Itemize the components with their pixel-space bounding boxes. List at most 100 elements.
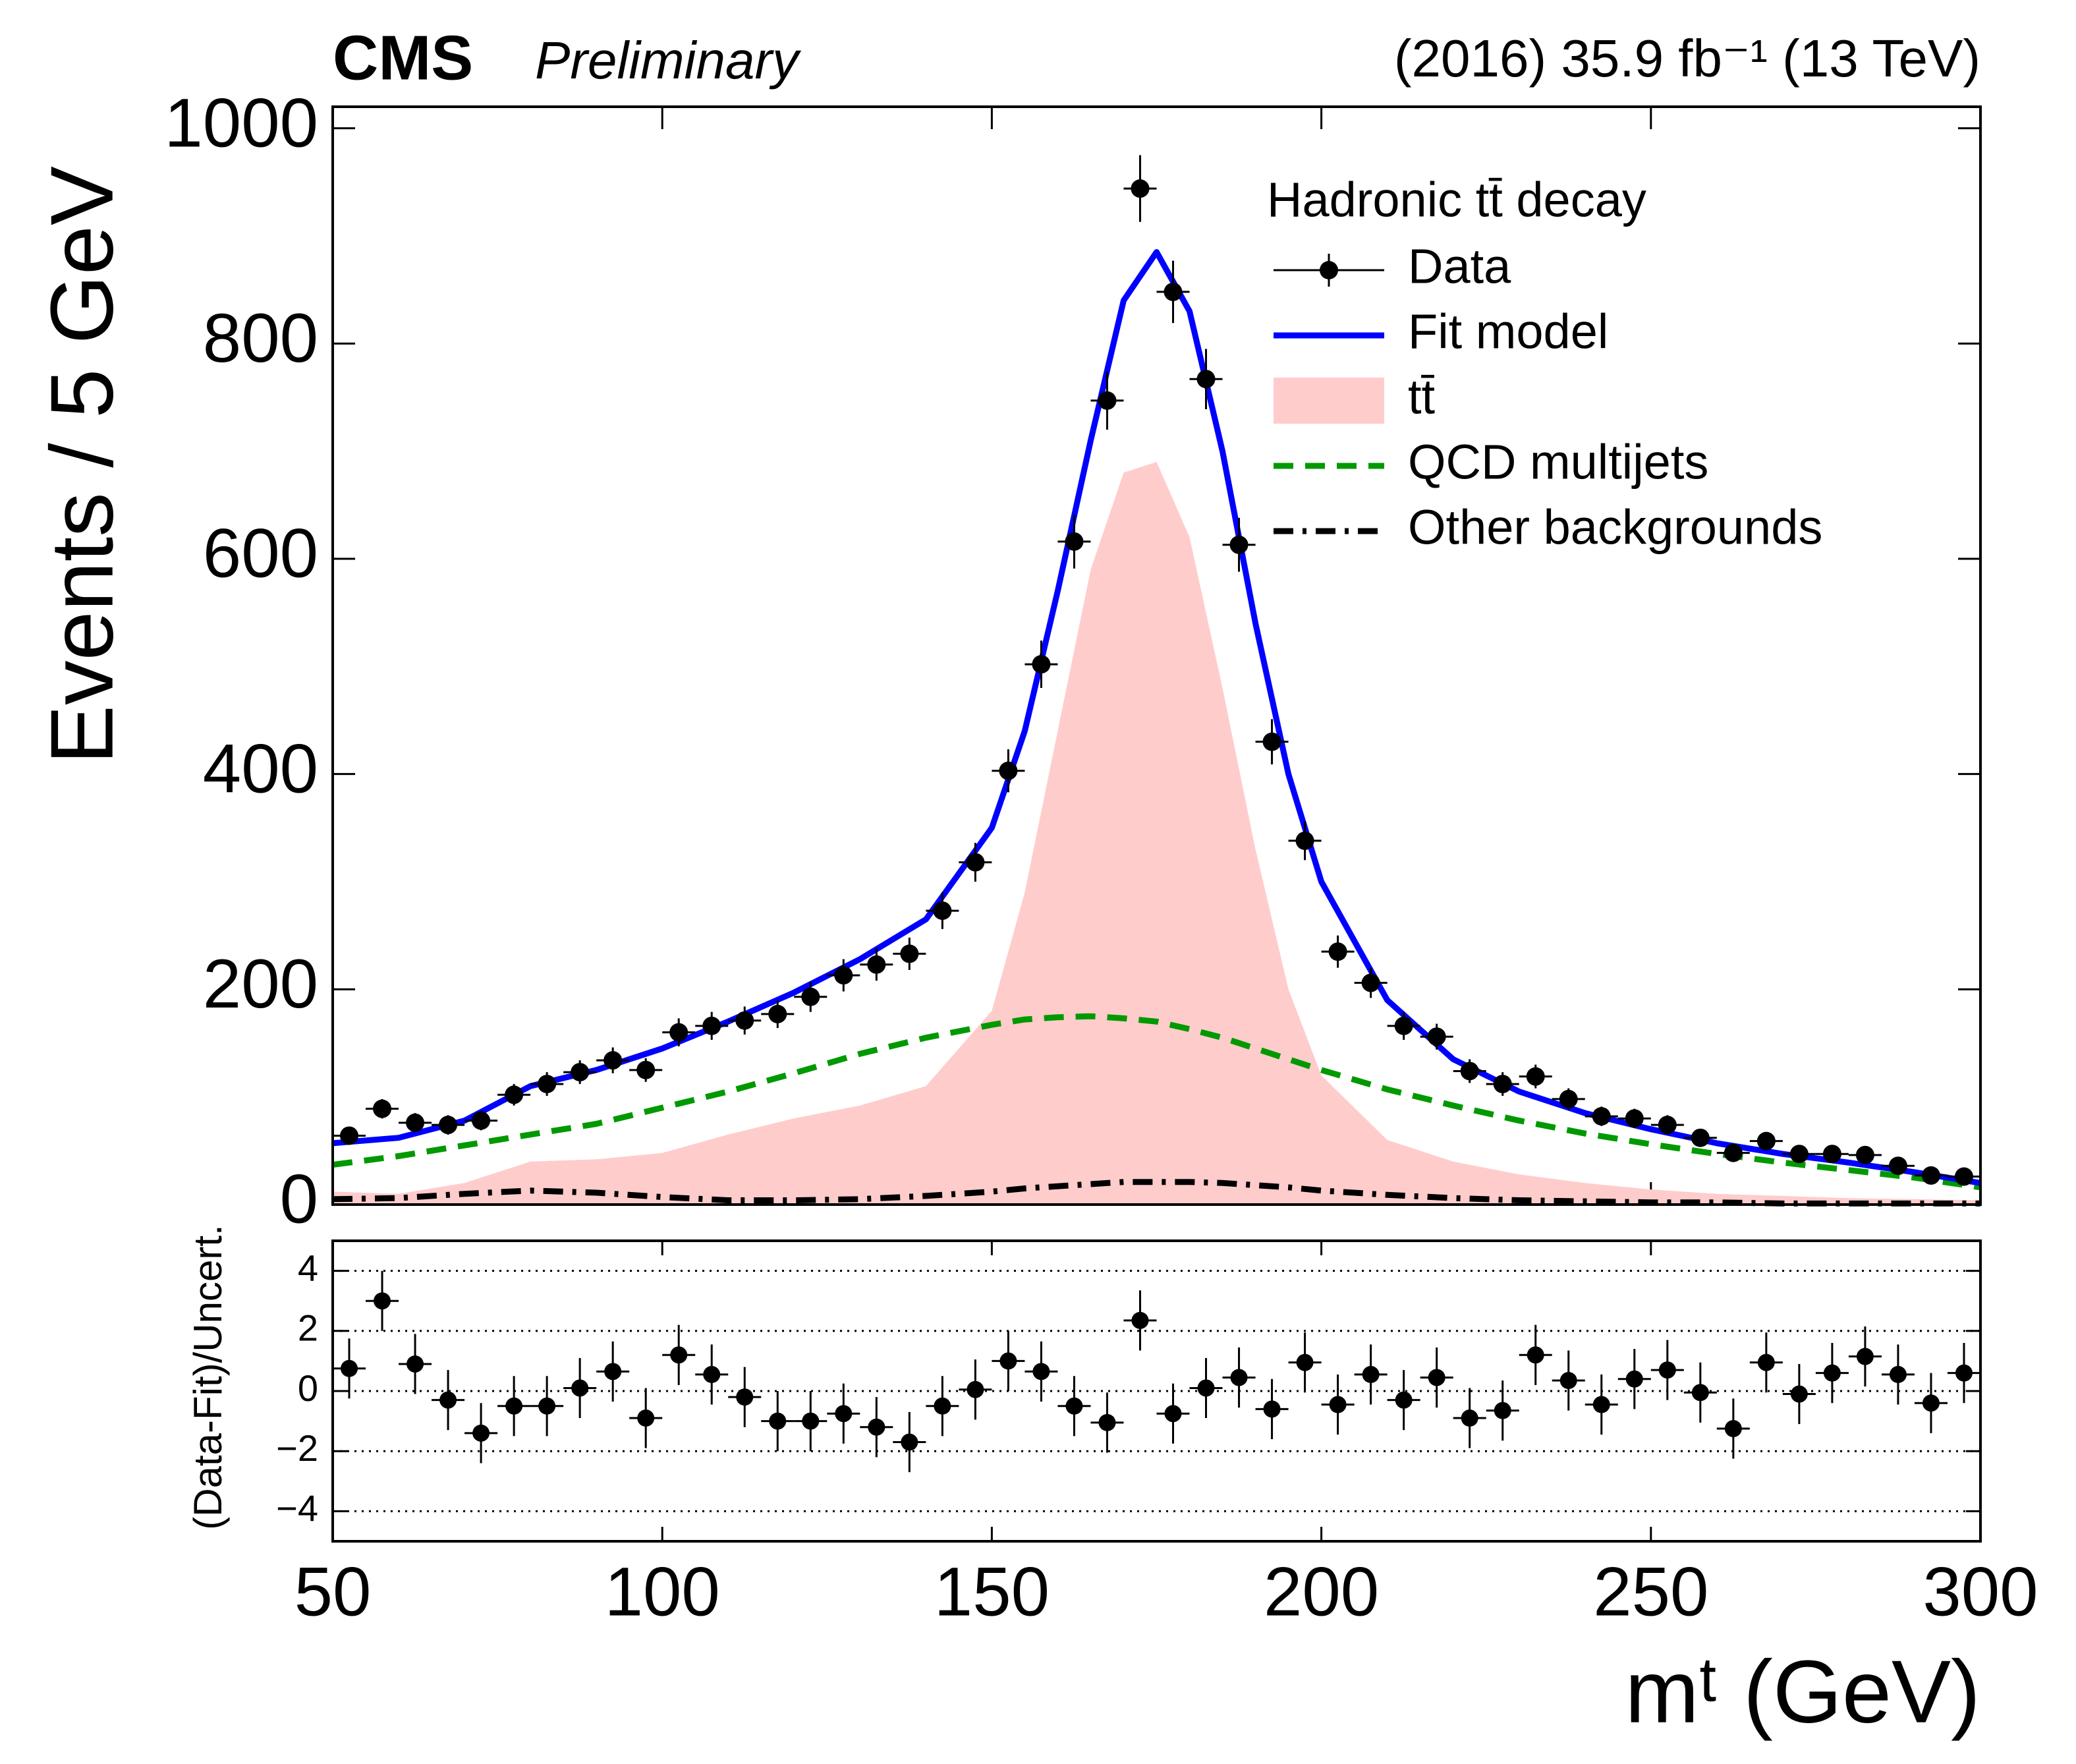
data-point <box>1625 1370 1643 1388</box>
data-point <box>1428 1369 1445 1386</box>
data-point <box>1954 1167 1973 1186</box>
data-point <box>1756 1131 1776 1151</box>
data-point <box>1427 1027 1446 1046</box>
plot-frame <box>331 105 1982 1206</box>
data-point <box>603 1051 623 1070</box>
data-point <box>538 1075 557 1094</box>
data-point <box>406 1113 425 1132</box>
data-point <box>1691 1128 1710 1147</box>
y-tick-label: 0 <box>280 1161 318 1238</box>
data-point <box>1658 1116 1677 1135</box>
data-point <box>1757 1353 1775 1371</box>
data-point <box>1065 1397 1083 1415</box>
data-point <box>1065 532 1084 551</box>
legend-title: Hadronic tt̄ decay <box>1267 173 1646 227</box>
lumi-annotation: (2016) 35.9 fb⁻¹ (13 TeV) <box>1394 29 1980 88</box>
data-point <box>802 1412 820 1430</box>
y-axis-title: Events / 5 GeV <box>32 166 132 764</box>
data-point <box>1131 179 1150 198</box>
data-point <box>636 1060 656 1079</box>
data-point <box>1493 1075 1512 1094</box>
data-point <box>1032 655 1051 674</box>
data-point <box>834 966 853 985</box>
x-tick-label: 100 <box>605 1554 720 1631</box>
data-point <box>1229 535 1248 554</box>
data-point <box>1196 370 1216 389</box>
data-point <box>868 1418 885 1436</box>
data-point <box>571 1379 589 1397</box>
data-point <box>1032 1363 1050 1380</box>
data-point <box>702 1016 721 1035</box>
data-point <box>1197 1379 1215 1397</box>
y-tick-label: 200 <box>203 946 318 1023</box>
data-point <box>604 1363 622 1380</box>
legend-label: Other backgrounds <box>1408 500 1822 555</box>
data-point <box>340 1126 359 1145</box>
line <box>332 249 1981 1186</box>
data-point <box>1098 391 1117 410</box>
legend-symbol <box>1320 261 1338 279</box>
data-point <box>1724 1143 1743 1162</box>
data-point <box>1295 831 1314 850</box>
data-point <box>703 1365 721 1383</box>
data-point <box>472 1111 491 1130</box>
legend-label: tt̄ <box>1408 370 1436 424</box>
data-point <box>1790 1385 1808 1403</box>
data-point <box>1592 1107 1611 1126</box>
data-point <box>1361 973 1380 992</box>
data-point <box>1263 1400 1281 1418</box>
line <box>332 1013 1981 1191</box>
x-tick-label: 200 <box>1264 1554 1379 1631</box>
data-point <box>1230 1369 1248 1386</box>
y-tick-label: 1000 <box>164 84 318 161</box>
data-point <box>1394 1016 1413 1035</box>
data-point <box>1823 1364 1841 1382</box>
data-point <box>538 1397 556 1415</box>
data-point <box>505 1397 523 1415</box>
data-point <box>1526 1067 1545 1086</box>
data-point <box>867 955 886 974</box>
chart-title: CMS <box>333 22 473 93</box>
data-point <box>1328 942 1347 961</box>
data-point <box>373 1099 392 1118</box>
data-point <box>1494 1402 1511 1419</box>
data-point <box>669 1023 688 1042</box>
legend-label: Data <box>1408 239 1511 294</box>
data-point <box>1789 1145 1809 1164</box>
y-tick-label: 4 <box>298 1247 318 1288</box>
data-point <box>1922 1394 1940 1412</box>
data-point <box>374 1292 391 1310</box>
data-point <box>1889 1365 1907 1383</box>
data-point <box>735 1011 754 1030</box>
y-tick-label: 0 <box>298 1367 318 1409</box>
data-point <box>900 944 919 963</box>
data-point <box>1658 1361 1676 1379</box>
data-point <box>1329 1396 1347 1413</box>
x-tick-label: 50 <box>295 1554 372 1631</box>
data-point <box>472 1424 490 1442</box>
line <box>332 1179 1980 1207</box>
data-point <box>966 853 985 872</box>
data-point <box>999 761 1018 780</box>
data-point <box>1592 1396 1610 1413</box>
x-tick-label: 150 <box>934 1554 1050 1631</box>
data-point <box>1460 1062 1479 1081</box>
y-tick-label: −4 <box>276 1487 318 1529</box>
data-point <box>439 1391 457 1409</box>
data-point <box>933 901 952 921</box>
area <box>333 462 1980 1205</box>
data-point <box>1461 1409 1478 1427</box>
data-point <box>1296 1353 1314 1371</box>
legend-label: Fit model <box>1408 304 1608 359</box>
data-point <box>1559 1089 1578 1108</box>
data-point <box>1856 1348 1874 1365</box>
data-point <box>1131 1311 1149 1329</box>
data-point <box>1527 1346 1544 1364</box>
x-axis-title: mᵗ (GeV) <box>1625 1642 1980 1742</box>
legend-label: QCD multijets <box>1408 435 1708 490</box>
chart-subtitle: Preliminary <box>535 31 802 90</box>
data-point <box>1362 1365 1380 1383</box>
y-tick-label: 2 <box>298 1307 318 1349</box>
plot-frame <box>331 1239 1982 1543</box>
